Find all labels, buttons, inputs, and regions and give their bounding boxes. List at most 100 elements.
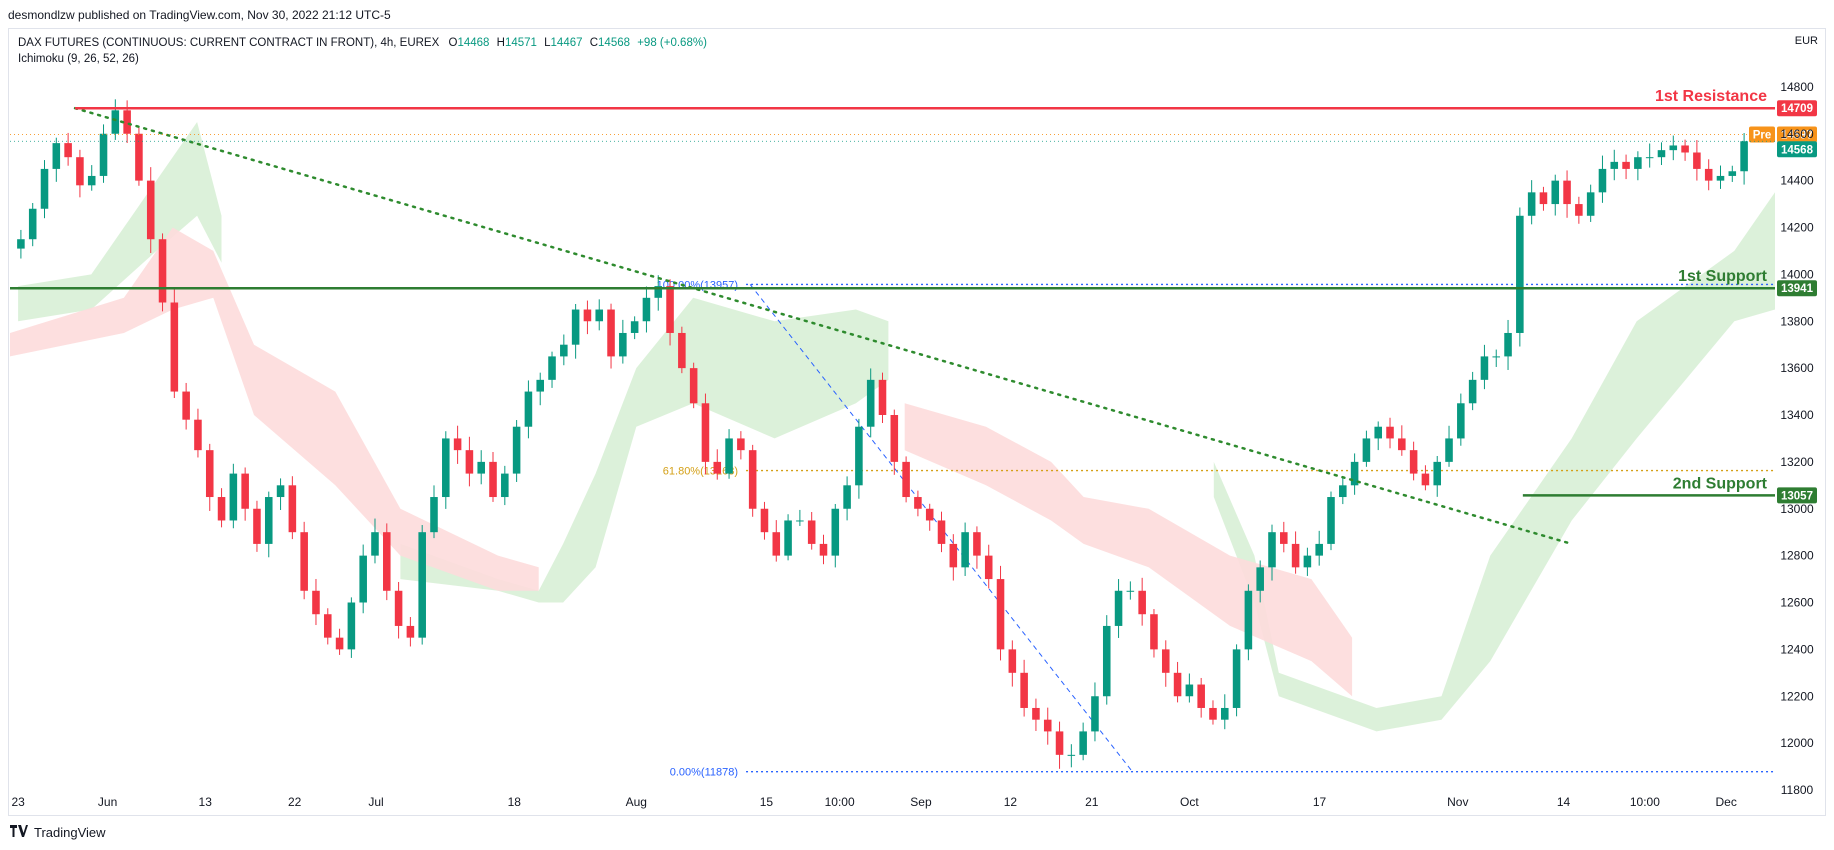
candle-body — [984, 555, 993, 580]
candle-body — [725, 438, 733, 474]
y-tick-label: 11800 — [1781, 783, 1814, 797]
candle-body — [194, 419, 202, 451]
low-key: L — [544, 37, 551, 49]
candle-body — [17, 239, 25, 249]
y-tick-label: 14800 — [1780, 80, 1814, 94]
candle-body — [99, 133, 108, 176]
level-price-tag-text: 14709 — [1781, 103, 1813, 115]
footer-brand[interactable]: TradingView — [10, 825, 106, 840]
symbol-label[interactable]: DAX FUTURES (CONTINUOUS: CURRENT CONTRAC… — [18, 37, 440, 49]
level-price-tag-text: 13057 — [1781, 490, 1813, 502]
candle-body — [205, 450, 214, 498]
y-tick-label: 12000 — [1780, 736, 1814, 750]
candle-body — [914, 497, 922, 509]
candle-body — [1409, 450, 1418, 474]
cloud-bear-segment — [10, 227, 539, 591]
y-tick-label: 14200 — [1780, 221, 1814, 235]
candle-body — [241, 473, 249, 509]
candle-body — [571, 309, 580, 345]
x-tick-label: Dec — [1716, 795, 1737, 809]
candle-body — [819, 543, 828, 556]
candle-body — [548, 356, 556, 380]
time-axis[interactable]: 23 Jun 13 22 Jul 18 Aug 15 10:00 Sep 12 21 Oct 17 Nov 1… — [11, 795, 1736, 809]
candle-body — [489, 461, 497, 498]
candle-body — [1492, 356, 1501, 358]
candle-body — [1114, 590, 1123, 626]
candle-body — [111, 110, 120, 134]
currency-label: EUR — [1794, 35, 1818, 47]
candle-body — [170, 302, 179, 392]
candle-body — [619, 332, 627, 357]
high-key: H — [496, 37, 505, 49]
level-price-tag — [1777, 487, 1817, 504]
x-tick-label: Aug — [626, 795, 647, 809]
candle-body — [1457, 403, 1465, 439]
candle-body — [1256, 567, 1264, 591]
chart-frame — [8, 28, 1826, 816]
published-by-text: desmondlzw published on TradingView.com,… — [8, 8, 391, 22]
candle-body — [878, 379, 887, 415]
indicator-label[interactable]: Ichimoku (9, 26, 52, 26) — [18, 53, 139, 65]
change-value: +98 (+0.68%) — [637, 37, 707, 49]
candle-body — [335, 637, 344, 650]
level-name-label: 2nd Support — [1673, 475, 1768, 492]
candle-body — [1350, 461, 1359, 486]
price-tag-text: 14568 — [1781, 144, 1814, 156]
candle-body — [1043, 719, 1052, 732]
candle-body — [312, 590, 320, 615]
candle-body — [371, 532, 379, 556]
candle-body — [1504, 332, 1512, 357]
candle-body — [890, 415, 899, 462]
y-tick-label: 12200 — [1780, 689, 1814, 703]
x-tick-label: 10:00 — [825, 795, 855, 809]
price-axis[interactable]: 11800 12000 12200 12400 12600 12800 13000 13200… — [1780, 80, 1814, 797]
candle-body — [1327, 497, 1335, 544]
candle-body — [784, 520, 792, 556]
candle-body — [135, 133, 143, 181]
candle-body — [772, 532, 781, 556]
y-tick-label: 13800 — [1780, 314, 1814, 328]
candle-body — [689, 368, 698, 404]
candle-body — [394, 590, 403, 626]
x-tick-label: Jul — [368, 795, 383, 809]
candle-body — [1527, 192, 1536, 216]
candle-body — [1362, 438, 1371, 462]
candle-body — [64, 143, 72, 158]
candle-body — [1563, 180, 1571, 205]
low-value: 14467 — [550, 37, 583, 49]
ichimoku-cloud — [10, 122, 1775, 732]
candle-body — [123, 110, 131, 134]
candle-body — [501, 473, 509, 498]
x-tick-label: 22 — [288, 795, 302, 809]
candle-body — [678, 332, 686, 369]
x-tick-label: 12 — [1004, 795, 1018, 809]
y-tick-label: 13600 — [1780, 361, 1814, 375]
candle-body — [961, 532, 969, 568]
candle-body — [1126, 590, 1135, 592]
candle-body — [595, 309, 604, 322]
x-tick-label: 13 — [199, 795, 213, 809]
candle-body — [1468, 379, 1477, 404]
candle-body — [701, 403, 710, 462]
candle-body — [713, 461, 722, 474]
x-tick-label: 10:00 — [1630, 795, 1660, 809]
candle-body — [217, 497, 226, 521]
candle-body — [902, 461, 910, 498]
candle-body — [925, 508, 934, 521]
candle-body — [1386, 426, 1394, 439]
candle-body — [1622, 161, 1630, 169]
candle-body — [1020, 672, 1028, 708]
candle-body — [430, 497, 438, 533]
candle-body — [1221, 707, 1229, 720]
candle-body — [1315, 543, 1323, 556]
candle-body — [276, 485, 285, 498]
candle-body — [182, 391, 190, 420]
candle-body — [1728, 171, 1737, 176]
x-tick-label: 18 — [508, 795, 522, 809]
candle-body — [146, 180, 155, 240]
candle-body — [1586, 192, 1595, 216]
candle-body — [288, 485, 297, 533]
candle-body — [937, 520, 946, 544]
candle-body — [442, 438, 450, 498]
